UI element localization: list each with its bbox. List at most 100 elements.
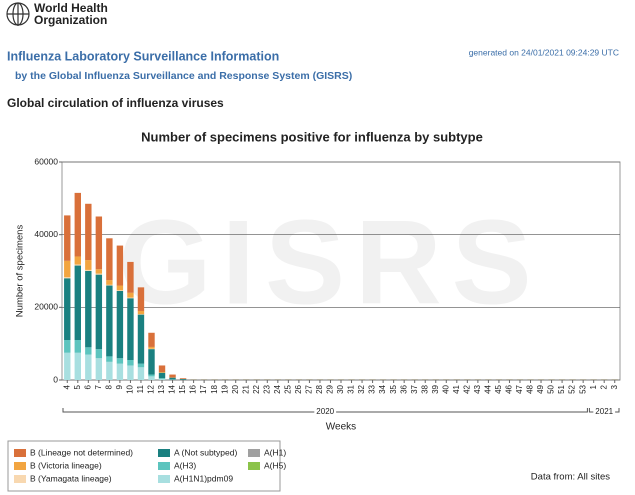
bar-segment xyxy=(106,284,113,286)
year-label-bg xyxy=(314,407,337,417)
x-tick-label: 33 xyxy=(368,384,377,393)
legend-label: A(H3) xyxy=(174,460,196,470)
y-tick-label: 40000 xyxy=(34,229,58,239)
x-tick-label: 32 xyxy=(357,384,366,393)
bar-segment xyxy=(74,265,81,341)
x-axis-label: Weeks xyxy=(326,422,356,433)
bar-segment xyxy=(148,346,155,349)
x-tick-label: 47 xyxy=(515,384,524,393)
x-tick-label: 45 xyxy=(494,384,503,393)
bar-segment xyxy=(127,360,134,366)
legend-box xyxy=(7,440,281,492)
legend-swatch xyxy=(14,475,26,483)
x-tick-label: 4 xyxy=(62,384,71,389)
x-tick-label: 48 xyxy=(526,384,535,393)
legend-label: B (Yamagata lineage) xyxy=(30,473,112,483)
x-tick-label: 9 xyxy=(115,384,124,389)
x-tick-label: 53 xyxy=(578,384,587,393)
bar-segment xyxy=(137,314,145,364)
y-tick-label: 60000 xyxy=(34,156,58,166)
bar-segment xyxy=(116,245,124,286)
x-tick-label: 41 xyxy=(452,384,461,393)
x-tick-label: 2 xyxy=(599,384,608,389)
x-tick-label: 50 xyxy=(547,384,556,393)
x-tick-label: 24 xyxy=(273,384,282,393)
bar-segment xyxy=(106,361,113,380)
bar-segment xyxy=(106,280,113,285)
x-tick-label: 8 xyxy=(104,384,113,389)
x-tick-label: 22 xyxy=(252,384,261,393)
x-tick-label: 21 xyxy=(241,384,250,393)
y-tick-label: 20000 xyxy=(34,302,58,312)
bar-segment xyxy=(116,290,124,291)
x-tick-label: 36 xyxy=(399,384,408,393)
bar-segment xyxy=(106,356,113,362)
bar-segment xyxy=(106,238,113,281)
x-tick-label: 28 xyxy=(315,384,324,393)
x-tick-label: 6 xyxy=(83,384,92,389)
bar-segment xyxy=(116,363,124,380)
who-emblem xyxy=(6,2,30,26)
x-tick-label: 43 xyxy=(473,384,482,393)
y-tick-label: 0 xyxy=(53,374,58,384)
x-tick-label: 23 xyxy=(262,384,271,393)
bar-segment xyxy=(74,352,81,380)
bar-segment xyxy=(127,365,134,380)
x-tick-label: 37 xyxy=(410,384,419,393)
legend-swatch xyxy=(158,449,170,457)
bar-segment xyxy=(148,332,155,347)
bar-segment xyxy=(158,365,166,373)
header-subtitle: by the Global Influenza Surveillance and… xyxy=(15,70,352,82)
bar-segment xyxy=(158,372,166,379)
legend-swatch xyxy=(248,462,260,470)
bar-segment xyxy=(74,256,81,265)
x-tick-label: 52 xyxy=(568,384,577,393)
bar-segment xyxy=(127,261,134,293)
watermark: GISRS xyxy=(118,196,541,330)
bar-segment xyxy=(85,260,92,270)
legend-swatch xyxy=(158,475,170,483)
x-tick-label: 5 xyxy=(73,384,82,389)
x-tick-label: 16 xyxy=(189,384,198,393)
bar-segment xyxy=(85,203,92,261)
bar-segment xyxy=(137,363,145,368)
chart-title: Number of specimens positive for influen… xyxy=(141,129,483,144)
bar-segment xyxy=(179,379,187,380)
bar-segment xyxy=(127,297,134,299)
bar-segment xyxy=(158,378,166,380)
bar-segment xyxy=(64,278,71,341)
bar-segment xyxy=(148,374,155,377)
x-tick-label: 18 xyxy=(210,384,219,393)
x-tick-label: 39 xyxy=(431,384,440,393)
bar-segment xyxy=(137,367,145,380)
bar-segment xyxy=(137,287,145,311)
legend-label: A(H1) xyxy=(264,447,286,457)
x-tick-label: 30 xyxy=(336,384,345,393)
x-tick-label: 10 xyxy=(126,384,135,393)
header-title: Influenza Laboratory Surveillance Inform… xyxy=(7,49,279,63)
bar-segment xyxy=(148,349,155,375)
bar-segment xyxy=(106,285,113,357)
bar-segment xyxy=(137,310,145,315)
legend-label: A(H1N1)pdm09 xyxy=(174,473,233,483)
legend-label: A (Not subtyped) xyxy=(174,447,237,457)
bar-segment xyxy=(127,292,134,298)
year-label-bg xyxy=(593,407,616,417)
bar-segment xyxy=(158,378,166,379)
x-tick-label: 35 xyxy=(389,384,398,393)
x-tick-label: 14 xyxy=(168,384,177,393)
x-tick-label: 42 xyxy=(462,384,471,393)
logo-text: World Health xyxy=(34,1,108,15)
bar-segment xyxy=(74,192,81,257)
bar-segment xyxy=(169,377,176,380)
bar-segment xyxy=(158,372,166,373)
x-tick-label: 25 xyxy=(283,384,292,393)
y-axis-label: Number of specimens xyxy=(15,225,26,318)
logo-text: Organization xyxy=(34,13,107,27)
x-tick-label: 26 xyxy=(294,384,303,393)
x-tick-label: 20 xyxy=(231,384,240,393)
bar-segment xyxy=(64,260,71,278)
x-tick-label: 34 xyxy=(378,384,387,393)
x-tick-label: 19 xyxy=(220,384,229,393)
